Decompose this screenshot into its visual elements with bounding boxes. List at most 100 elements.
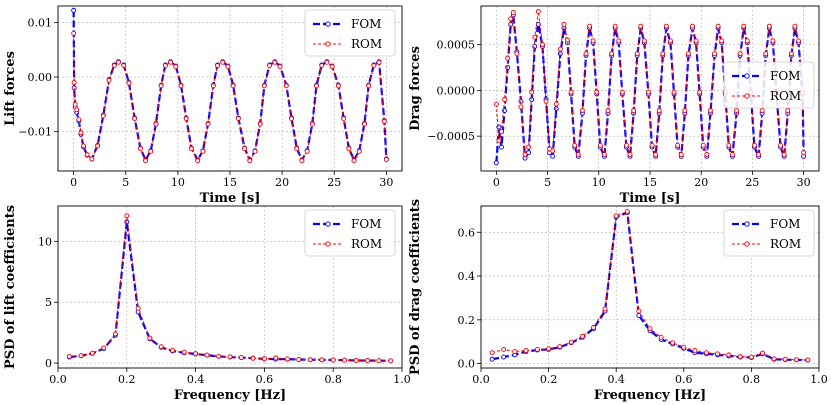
data-point-rom — [273, 355, 279, 361]
legend-label-fom: FOM — [770, 217, 800, 231]
data-point-rom — [319, 63, 325, 69]
data-point-rom — [623, 142, 629, 148]
series-line-fom — [491, 211, 808, 362]
data-point-rom — [788, 51, 794, 57]
data-point-rom — [388, 358, 394, 364]
data-point-rom — [612, 23, 618, 29]
data-point-rom — [678, 152, 684, 157]
data-point-rom — [649, 142, 655, 148]
data-point-rom — [342, 357, 348, 363]
data-point-rom — [505, 55, 511, 61]
data-point-rom — [330, 357, 336, 363]
data-point-rom — [329, 64, 335, 70]
data-point-rom — [707, 108, 713, 113]
y-tick-label: 0.2 — [458, 314, 476, 327]
data-point-rom — [594, 89, 600, 95]
data-point-rom — [319, 357, 325, 363]
legend-label-rom: ROM — [770, 89, 801, 103]
legend-marker-fom — [744, 221, 750, 227]
legend-marker-fom — [325, 221, 331, 227]
data-point-rom — [309, 121, 315, 127]
data-point-rom — [261, 83, 267, 89]
data-point-rom — [135, 305, 141, 311]
data-point-rom — [178, 83, 184, 89]
data-point-rom — [624, 209, 630, 214]
legend: FOM ROM — [723, 61, 815, 109]
data-point-rom — [173, 64, 179, 70]
data-point-rom — [778, 142, 784, 148]
legend-label-rom: ROM — [351, 237, 382, 251]
data-point-rom — [704, 152, 710, 157]
data-point-rom — [605, 108, 611, 113]
y-tick-label: −0.01 — [18, 126, 52, 139]
data-point-rom — [314, 83, 319, 89]
y-axis-label: PSD of drag coefficients — [408, 199, 423, 375]
data-point-rom — [529, 89, 535, 95]
data-point-rom — [294, 146, 300, 152]
y-tick-label: 0.0000 — [437, 84, 476, 97]
data-point-rom — [66, 353, 72, 359]
data-point-rom — [89, 350, 95, 356]
y-tick-label: 0 — [45, 357, 52, 370]
data-point-rom — [376, 358, 382, 364]
x-tick-label: 0.2 — [540, 373, 558, 386]
x-tick-label: 5 — [544, 176, 551, 189]
axes-frame — [480, 5, 820, 172]
x-tick-label: 0.4 — [187, 373, 205, 386]
data-point-rom — [78, 353, 84, 359]
data-point-rom — [730, 152, 735, 157]
legend-marker-rom — [325, 41, 331, 47]
data-point-rom — [158, 344, 164, 350]
data-point-rom — [195, 158, 201, 164]
data-point-rom — [565, 37, 570, 43]
x-tick-label: 1.0 — [810, 373, 828, 386]
data-point-rom — [653, 152, 659, 157]
data-point-rom — [534, 346, 540, 352]
data-point-rom — [95, 143, 101, 149]
data-point-rom — [636, 308, 642, 314]
legend-marker-fom — [325, 21, 331, 27]
data-point-rom — [283, 83, 289, 89]
data-point-rom — [737, 354, 743, 360]
y-tick-label: 0.01 — [28, 16, 53, 29]
data-point-rom — [550, 148, 556, 154]
data-point-rom — [351, 158, 357, 164]
data-point-fom — [501, 354, 507, 360]
data-point-rom — [741, 23, 747, 29]
legend: FOM ROM — [304, 209, 396, 257]
data-point-rom — [748, 354, 754, 360]
data-point-rom — [785, 108, 791, 113]
data-point-rom — [261, 356, 267, 362]
data-point-rom — [508, 16, 514, 22]
data-point-rom — [568, 89, 574, 95]
data-point-rom — [158, 83, 164, 89]
data-point-rom — [682, 108, 688, 113]
data-point-rom — [296, 357, 302, 362]
data-point-rom — [719, 38, 725, 44]
data-point-rom — [193, 351, 199, 357]
data-point-rom — [284, 356, 290, 362]
data-point-rom — [660, 51, 666, 57]
data-point-rom — [634, 51, 640, 57]
data-point-rom — [493, 101, 499, 107]
data-point-rom — [726, 352, 732, 358]
legend-marker-rom — [325, 241, 331, 247]
data-point-rom — [216, 353, 222, 359]
data-point-rom — [227, 354, 233, 360]
panel-lift-psd: 0.0 0.2 0.4 0.6 0.8 1.0 0 5 10 Frequency [Hz] PSD … — [3, 205, 411, 403]
data-point-rom — [535, 9, 541, 14]
data-point-rom — [78, 130, 84, 136]
data-point-rom — [759, 108, 765, 113]
y-axis-label: Drag forces — [408, 46, 423, 131]
series-line-rom — [73, 33, 387, 162]
data-point-rom — [501, 346, 507, 352]
data-point-rom — [143, 158, 149, 164]
data-point-rom — [782, 356, 788, 362]
y-axis-label: Lift forces — [3, 51, 18, 126]
x-axis-label: Time [s] — [200, 191, 261, 206]
data-point-rom — [181, 349, 187, 355]
data-point-rom — [124, 213, 130, 219]
data-point-rom — [238, 355, 244, 360]
data-point-rom — [71, 80, 77, 85]
data-point-rom — [647, 326, 653, 332]
